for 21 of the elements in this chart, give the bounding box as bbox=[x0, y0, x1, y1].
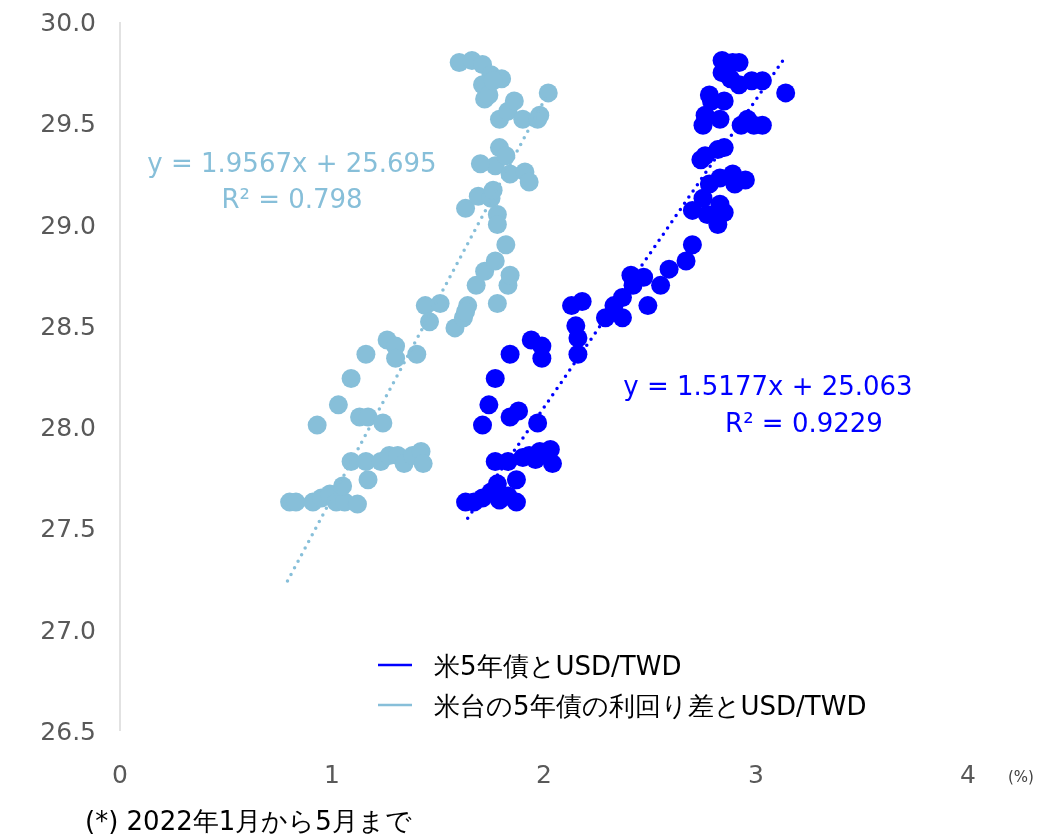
x-tick-label: 3 bbox=[748, 760, 764, 789]
y-tick-label: 27.5 bbox=[40, 514, 96, 544]
annotation: R² = 0.9229 bbox=[725, 408, 883, 438]
y-tick-label: 26.5 bbox=[40, 717, 96, 746]
x-axis-title: (%) bbox=[1008, 768, 1034, 786]
annotation: y = 1.5177x + 25.063 bbox=[623, 371, 913, 401]
legend-label: 米台の5年債の利回り差とUSD/TWD bbox=[434, 691, 867, 721]
y-tick-label: 27.0 bbox=[40, 615, 96, 645]
y-tick-label: 30.0 bbox=[40, 8, 96, 37]
x-tick-label: 2 bbox=[536, 760, 552, 789]
annotation: R² = 0.798 bbox=[221, 184, 363, 214]
x-tick-label: 1 bbox=[324, 760, 340, 789]
y-tick-label: 29.5 bbox=[40, 109, 96, 139]
y-tick-label: 29.0 bbox=[40, 210, 96, 240]
x-tick-label: 0 bbox=[112, 760, 128, 789]
y-tick-label: 28.5 bbox=[40, 311, 96, 341]
y-tick-label: 28.0 bbox=[40, 413, 96, 443]
annotation: y = 1.9567x + 25.695 bbox=[147, 148, 437, 178]
text: (*) 2022年1月から5月まで bbox=[85, 806, 412, 836]
x-tick-label: 4 bbox=[960, 760, 976, 789]
legend-label: 米5年債とUSD/TWD bbox=[434, 651, 682, 681]
